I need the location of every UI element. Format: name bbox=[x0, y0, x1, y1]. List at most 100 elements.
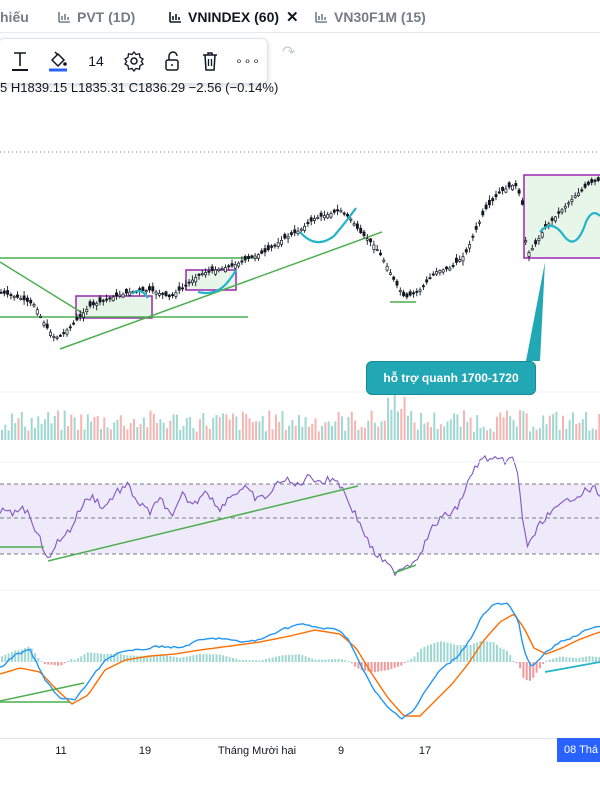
macd-histogram-bar bbox=[235, 658, 238, 662]
candle-body bbox=[111, 296, 115, 301]
candle-body bbox=[504, 188, 508, 193]
volume-bar bbox=[588, 430, 591, 440]
volume-bar bbox=[175, 414, 178, 440]
volume-bar bbox=[591, 428, 594, 440]
macd-histogram-bar bbox=[568, 657, 571, 662]
tab-vnindex[interactable]: VNINDEX (60) ✕ bbox=[169, 7, 299, 27]
macd-histogram-bar bbox=[420, 648, 423, 662]
macd-histogram-bar bbox=[218, 654, 221, 662]
candle-body bbox=[362, 231, 366, 237]
volume-bar bbox=[324, 422, 327, 440]
macd-histogram-bar bbox=[248, 660, 251, 662]
candle-body bbox=[12, 295, 16, 299]
lock-icon[interactable] bbox=[159, 48, 185, 74]
candle-body bbox=[263, 248, 267, 253]
candle-body bbox=[405, 293, 409, 298]
candle-body bbox=[395, 280, 399, 286]
volume-bar bbox=[469, 417, 472, 440]
candle-body bbox=[108, 297, 112, 300]
macd-histogram-bar bbox=[595, 656, 597, 662]
candle-body bbox=[171, 294, 175, 297]
candle-body bbox=[511, 184, 514, 191]
macd-histogram-bar bbox=[585, 656, 588, 662]
candle-body bbox=[283, 234, 287, 239]
text-tool-icon[interactable] bbox=[7, 48, 33, 74]
macd-histogram-bar bbox=[373, 662, 376, 673]
candle-body bbox=[260, 250, 264, 254]
macd-histogram-bar bbox=[532, 662, 535, 678]
settings-gear-icon[interactable] bbox=[121, 48, 147, 74]
candle-body bbox=[9, 294, 13, 297]
candle-body bbox=[530, 248, 534, 251]
macd-histogram-bar bbox=[278, 655, 281, 662]
volume-bar bbox=[552, 414, 555, 440]
macd-histogram-bar bbox=[156, 654, 159, 662]
crosshair-time-label: 08 Thá bbox=[557, 738, 600, 762]
macd-histogram-bar bbox=[274, 656, 277, 662]
candle-body bbox=[98, 297, 102, 303]
candle-body bbox=[181, 287, 184, 290]
macd-histogram-bar bbox=[106, 653, 109, 662]
macd-histogram-bar bbox=[103, 653, 106, 662]
candle-body bbox=[309, 217, 313, 222]
macd-histogram-bar bbox=[337, 658, 340, 662]
volume-bar bbox=[248, 418, 251, 440]
volume-bar bbox=[565, 428, 568, 440]
macd-histogram-bar bbox=[387, 662, 390, 670]
volume-bar bbox=[406, 415, 409, 440]
macd-histogram-bar bbox=[571, 657, 574, 662]
macd-histogram-bar bbox=[469, 645, 472, 662]
candle-body bbox=[45, 323, 49, 329]
tab-pvt[interactable]: PVT (1D) bbox=[58, 7, 135, 27]
candle-body bbox=[382, 259, 386, 262]
volume-bar bbox=[463, 410, 465, 440]
candle-body bbox=[118, 294, 122, 297]
rsi-band bbox=[0, 484, 600, 554]
candle-body bbox=[570, 198, 574, 202]
volume-bar bbox=[63, 410, 66, 440]
macd-histogram-bar bbox=[189, 655, 192, 662]
volume-bar bbox=[337, 411, 340, 440]
macd-histogram-bar bbox=[562, 656, 564, 662]
candle-body bbox=[586, 181, 590, 185]
volume-bar bbox=[410, 411, 413, 440]
redo-icon[interactable]: ↷ bbox=[282, 44, 296, 61]
volume-bar bbox=[172, 414, 175, 440]
volume-bar bbox=[83, 429, 86, 440]
volume-bar bbox=[93, 417, 96, 440]
tab-vn30f1m[interactable]: VN30F1M (15) bbox=[315, 7, 426, 27]
volume-bar bbox=[340, 416, 343, 440]
macd-histogram-bar bbox=[466, 644, 469, 662]
support-annotation-callout[interactable]: hỗ trợ quanh 1700-1720 bbox=[366, 361, 536, 395]
macd-histogram-bar bbox=[367, 662, 370, 672]
volume-bar bbox=[37, 416, 40, 440]
candle-body bbox=[428, 277, 432, 280]
candle-body bbox=[557, 211, 561, 214]
more-options-icon[interactable]: ∘∘∘ bbox=[235, 54, 261, 68]
candle-body bbox=[144, 290, 148, 292]
volume-bar bbox=[228, 419, 231, 440]
macd-histogram-bar bbox=[212, 654, 215, 662]
chart-icon bbox=[58, 12, 70, 23]
x-tick: 17 bbox=[418, 745, 432, 757]
font-size-button[interactable]: 14 bbox=[83, 48, 109, 74]
volume-bar bbox=[446, 421, 449, 440]
macd-histogram-bar bbox=[241, 659, 244, 662]
macd-histogram-bar bbox=[430, 644, 432, 662]
macd-histogram-bar bbox=[598, 657, 600, 662]
tab-partial[interactable]: hiếu bbox=[0, 7, 29, 27]
macd-histogram-bar bbox=[542, 662, 545, 664]
volume-bar bbox=[575, 424, 578, 440]
volume-bar bbox=[123, 425, 126, 440]
candle-body bbox=[355, 223, 359, 229]
macd-histogram-bar bbox=[14, 650, 17, 662]
volume-bar bbox=[202, 413, 205, 440]
fill-color-icon[interactable] bbox=[45, 48, 71, 74]
candle-body bbox=[157, 292, 161, 296]
candle-body bbox=[154, 291, 158, 295]
candle-body bbox=[590, 179, 594, 183]
delete-trash-icon[interactable] bbox=[197, 48, 223, 74]
close-icon[interactable]: ✕ bbox=[286, 9, 299, 26]
macd-histogram-bar bbox=[555, 657, 558, 662]
